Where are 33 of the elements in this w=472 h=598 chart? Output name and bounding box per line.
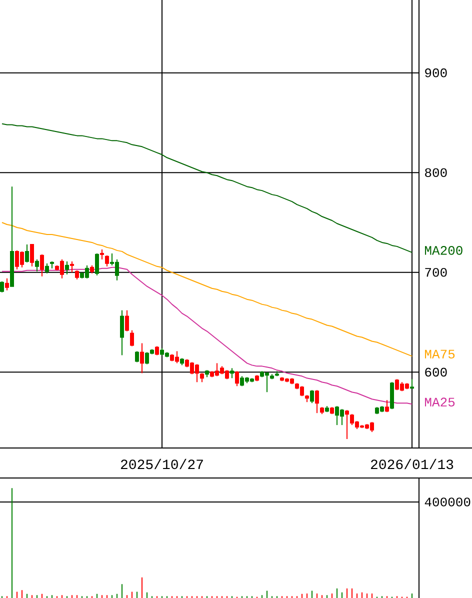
- candlestick: [100, 248, 104, 260]
- y-tick-label: 700: [425, 268, 447, 277]
- series-label: MA25: [425, 398, 455, 407]
- candlestick: [95, 252, 99, 276]
- candlestick: [130, 330, 134, 347]
- candlestick: [5, 278, 9, 291]
- candlestick: [235, 370, 240, 387]
- candlestick: [315, 390, 319, 414]
- candlestick: [40, 254, 44, 277]
- candlestick: [30, 244, 34, 267]
- series-label: MA200: [425, 246, 462, 255]
- candlestick: [0, 280, 4, 293]
- candlestick: [385, 400, 390, 413]
- series-label: MA75: [425, 350, 455, 359]
- candlestick: [70, 260, 74, 273]
- y-tick-label: 800: [425, 168, 447, 178]
- candlestick: [120, 310, 124, 356]
- candlestick: [125, 310, 130, 332]
- y-tick-label: 600: [425, 368, 447, 377]
- candlestick: [345, 410, 350, 440]
- candlestick: [105, 254, 109, 267]
- candlestick: [135, 350, 139, 363]
- candlestick: [25, 244, 29, 263]
- candlestick: [45, 262, 49, 274]
- candlestick: [310, 390, 314, 404]
- y-tick-label: 400000: [424, 498, 470, 506]
- x-tick-label: 2026/01/13: [370, 458, 454, 470]
- x-tick-label: 2025/10/27: [120, 458, 203, 470]
- candlestick: [65, 260, 69, 275]
- candlestick: [35, 258, 39, 272]
- candlestick: [140, 342, 144, 374]
- candlestick: [230, 368, 234, 379]
- y-tick-label: 900: [425, 68, 447, 78]
